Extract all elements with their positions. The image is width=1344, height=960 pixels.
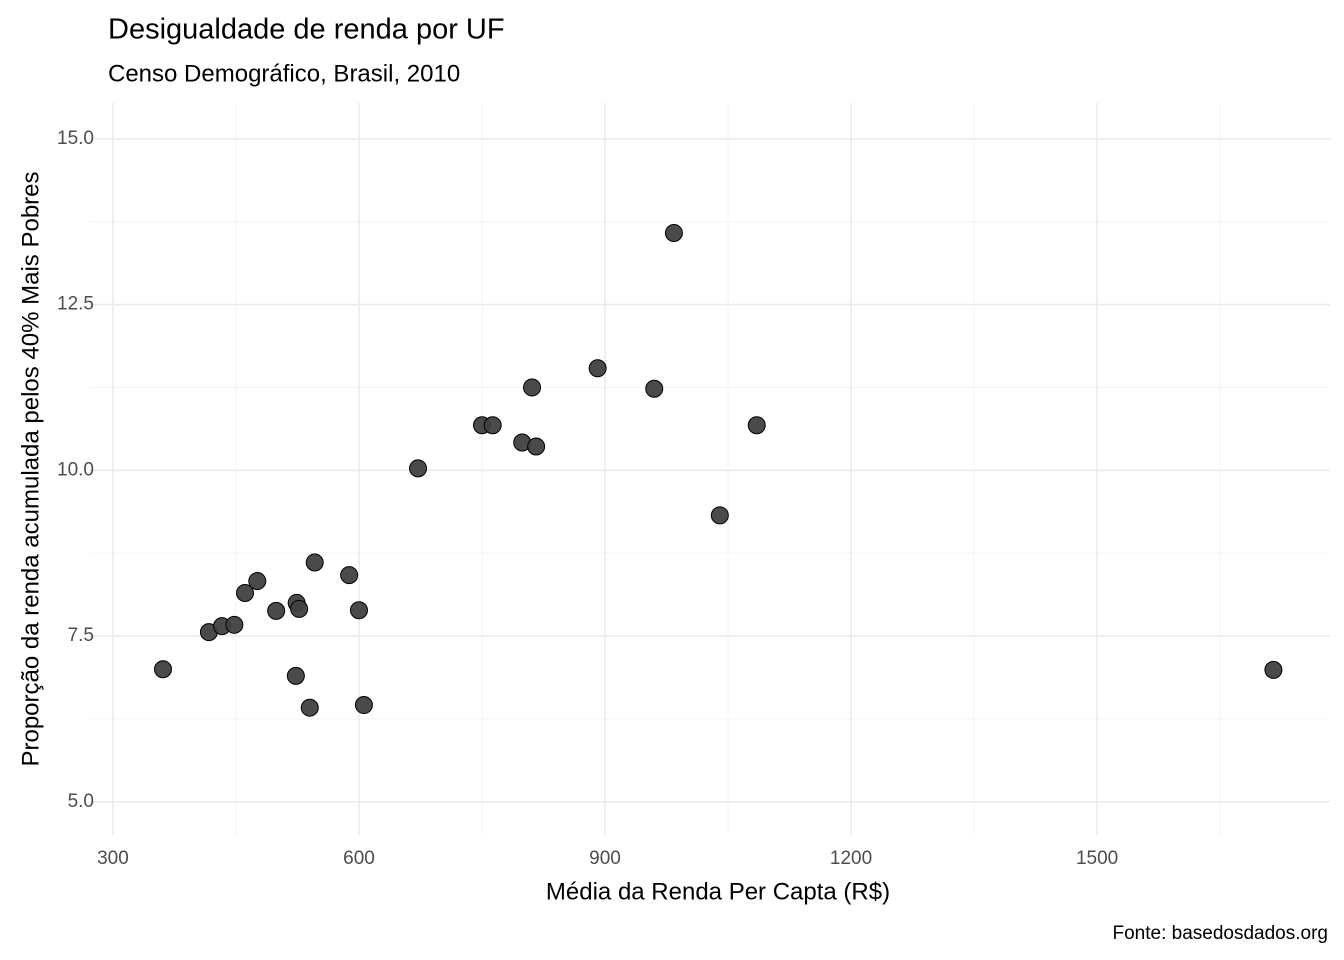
caption: Fonte: basedosdados.org [1113,923,1329,944]
x-tick-label: 300 [97,848,129,869]
y-tick-label: 7.5 [68,625,94,646]
x-axis-label: Média da Renda Per Capta (R$) [546,878,890,905]
point [300,698,319,717]
point [267,601,286,620]
y-tick-label: 10.0 [57,459,94,480]
point [1264,660,1283,679]
chart-subtitle: Censo Demográfico, Brasil, 2010 [108,60,460,87]
point [664,223,683,242]
x-tick-label: 600 [343,848,375,869]
chart-title: Desigualdade de renda por UF [108,14,505,46]
y-tick-label: 15.0 [57,128,94,149]
point [483,416,502,435]
point [340,566,359,585]
point [354,696,373,715]
y-tick-label: 5.0 [68,791,94,812]
point [153,660,172,679]
point [225,615,244,634]
point [290,599,309,618]
x-tick-label: 1200 [830,848,872,869]
point [286,666,305,685]
x-tick-label: 900 [589,848,621,869]
point [349,601,368,620]
y-tick-label: 12.5 [57,294,94,315]
point [645,379,664,398]
point [588,359,607,378]
point [747,416,766,435]
point [248,572,267,591]
point [305,553,324,572]
point [527,437,546,456]
point [710,506,729,525]
x-tick-label: 1500 [1076,848,1118,869]
point [409,459,428,478]
point [523,378,542,397]
points [153,223,1283,717]
grid [90,103,1330,835]
point [236,583,254,602]
y-axis-label: Proporção da renda acumulada pelos 40% M… [17,171,44,766]
